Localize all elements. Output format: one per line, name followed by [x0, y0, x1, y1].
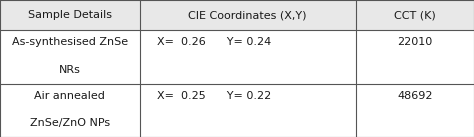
Text: As-synthesised ZnSe: As-synthesised ZnSe — [12, 38, 128, 47]
Text: 22010: 22010 — [397, 38, 432, 47]
Bar — [0, 0, 474, 30]
Text: 48692: 48692 — [397, 91, 432, 101]
Text: NRs: NRs — [59, 65, 81, 75]
Text: X=  0.26      Y= 0.24: X= 0.26 Y= 0.24 — [157, 38, 272, 47]
Text: Air annealed: Air annealed — [35, 91, 105, 101]
Text: X=  0.25      Y= 0.22: X= 0.25 Y= 0.22 — [157, 91, 272, 101]
Text: Sample Details: Sample Details — [28, 10, 112, 20]
Text: ZnSe/ZnO NPs: ZnSe/ZnO NPs — [30, 118, 110, 128]
Text: CCT (K): CCT (K) — [394, 10, 436, 20]
Text: CIE Coordinates (X,Y): CIE Coordinates (X,Y) — [188, 10, 307, 20]
Bar — [0, 30, 474, 137]
